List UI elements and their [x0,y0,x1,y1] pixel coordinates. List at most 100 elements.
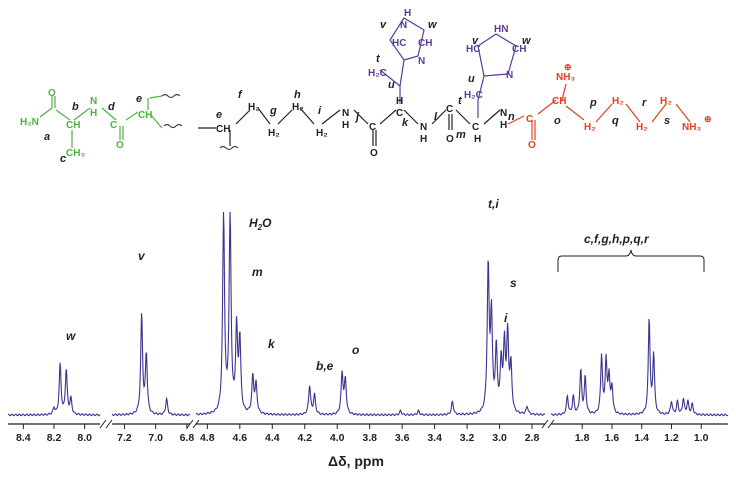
x-tick-label: 8.2 [47,432,62,444]
atom-plus-1: ⊕ [564,62,572,72]
atom-ch-w1: CH [418,38,432,49]
spectrum-segment-1 [7,362,101,417]
spectrum-segment-4 [550,318,729,417]
pos-d: d [108,101,115,113]
atom-ch1: CH [66,120,80,131]
pos-h: h [294,89,301,101]
atom-hh1: H [90,108,97,119]
atom-h2: H [420,134,427,145]
atom-h2c-2: H₂C [464,90,483,101]
atom-c1: C [110,120,117,131]
annotation-ti: t,i [488,197,499,211]
atom-h2-h: H₂ [292,102,304,113]
atom-h2-r: H₂ [636,122,648,133]
atom-ch3: CH₃ [66,148,85,159]
x-tick-label: 8.0 [77,432,92,444]
atom-hc-2: HC [466,44,480,55]
spectrum-layer [7,211,729,417]
x-tick-label: 4.4 [265,432,280,444]
backbone-bonds [198,107,501,146]
atom-h2n: H₂N [20,117,39,128]
atom-c-m: C [472,122,479,133]
axis-break-mark [192,419,200,429]
annotation-h2o: H2O [249,216,272,232]
atom-o2: O [116,140,124,151]
annotation-i: i [504,311,508,325]
atom-c-j: C [369,122,376,133]
annotation-w: w [66,329,76,343]
atom-h2c-1: H₂C [368,68,387,79]
atom-o-j: O [370,148,378,159]
atom-o1: O [48,88,56,99]
atom-o-n: O [528,140,536,151]
x-tick-label: 3.0 [492,432,507,444]
atom-hn1: N [90,96,97,107]
atom-n-2: N [418,56,425,67]
x-tick-label: 8.4 [16,432,31,444]
atom-ch-w2: CH [512,44,526,55]
atom-plus-2: ⊕ [704,114,712,124]
structure-atom-labels: H₂N O CH CH₃ N H C O CH CH H₂ H₂ H₂ H₂ N… [20,8,712,159]
lysine-bonds [507,83,691,140]
annotation-o: o [352,343,359,357]
atom-hn-1: H [404,8,411,19]
annotation-v: v [138,249,146,263]
atom-h-m: H [474,134,481,145]
pos-v2: v [472,35,479,47]
wavy-bond-2 [163,123,183,129]
pos-v1: v [380,19,387,31]
x-tick-label: 4.0 [330,432,345,444]
pos-e: e [216,109,222,121]
atom-c-l: C [446,104,453,115]
atom-h1: H [342,120,349,131]
spectrum-segment-3 [195,211,546,417]
atom-nh3-1: NH₃ [556,72,575,83]
atom-n-3: N [506,70,513,81]
wavy-bond-1 [161,93,181,99]
pos-k: k [402,117,409,129]
wavy-bond-3 [219,145,239,151]
atom-c-k: C [396,108,403,119]
atom-ch-e: CH [216,124,230,135]
pos-u1: u [388,79,395,91]
spectrum-segment-2 [111,313,191,417]
pos-g: g [269,105,277,117]
axis-break-mark [105,419,113,429]
axis-break-mark [541,419,549,429]
atom-h-k: H [396,96,403,107]
atom-h2-f: H₂ [248,102,260,113]
x-tick-label: 7.2 [117,432,132,444]
pos-o: o [554,115,561,127]
atom-ch2: CH [138,110,152,121]
x-axis-label: Δδ, ppm [328,453,384,469]
annotation-k: k [268,337,276,351]
axis-break-mark [99,419,107,429]
pos-c: c [60,153,66,165]
atom-hc-1: HC [392,38,406,49]
pos-j: j [354,111,360,123]
pos-a: a [44,131,50,143]
annotation-m: m [252,265,263,279]
x-tick-label: 1.0 [694,432,709,444]
axis-break-mark [186,419,194,429]
atom-h2-g: H₂ [268,128,280,139]
atom-h2-p: H₂ [584,122,596,133]
x-tick-label: 4.6 [233,432,248,444]
atom-ch-o: CH [552,96,566,107]
axis-break-mark [547,419,555,429]
chemical-structure [39,17,691,151]
pos-p: p [589,97,597,109]
green-residue-bonds [39,95,163,148]
pos-m: m [456,129,466,141]
atom-n1: N [342,108,349,119]
pos-u2: u [468,73,475,85]
pos-l: l [434,111,438,123]
annotation-brace [557,249,705,272]
atom-n-1: N [400,20,407,31]
atom-c-n: C [526,114,533,125]
x-tick-label: 3.8 [362,432,377,444]
annotation-s: s [510,276,517,290]
x-tick-label: 1.8 [575,432,590,444]
